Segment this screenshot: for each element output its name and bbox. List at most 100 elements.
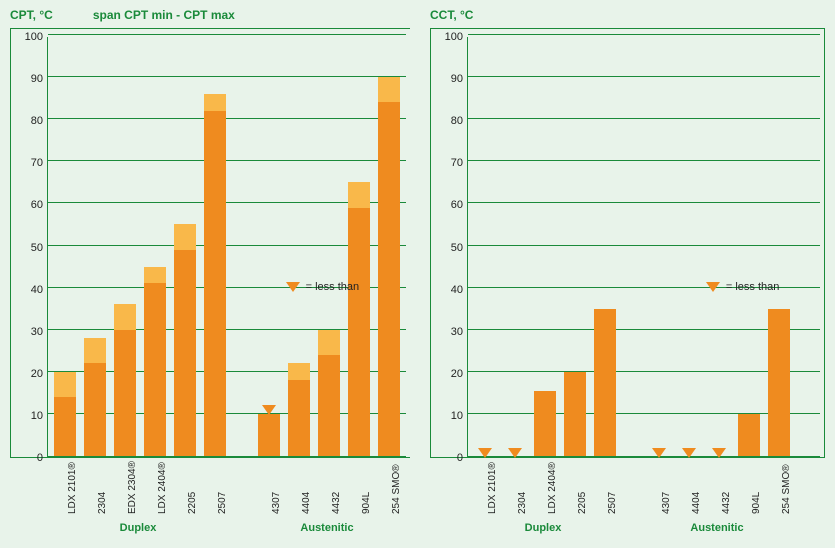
bar-value	[534, 391, 556, 456]
xlabel: 4307	[271, 492, 282, 514]
xlabel: LDX 2101®	[67, 462, 78, 514]
ytick-label: 20	[431, 368, 463, 380]
xlabel: 2507	[217, 492, 228, 514]
chart-wrapper: CPT, °C span CPT min - CPT max = less th…	[0, 0, 835, 546]
gridline	[468, 160, 820, 161]
less-than-icon	[508, 448, 522, 458]
bar	[594, 309, 616, 456]
ytick-label: 30	[431, 326, 463, 338]
ytick-label: 80	[11, 115, 43, 127]
cct-chart-box: = less than 0102030405060708090100	[430, 28, 825, 458]
bar	[204, 94, 226, 456]
ytick-label: 90	[431, 73, 463, 85]
bar-value	[114, 330, 136, 456]
bar-value	[594, 309, 616, 456]
legend-text: = less than	[726, 281, 780, 293]
bar	[768, 309, 790, 456]
bar-value	[54, 397, 76, 456]
xlabel: 904L	[751, 492, 762, 514]
legend-text: = less than	[306, 281, 360, 293]
cct-plot: = less than	[467, 37, 820, 457]
xlabel: 254 SMO®	[391, 464, 402, 514]
cct-xlabels: LDX 2101®2304LDX 2404®220525074307440444…	[430, 458, 825, 518]
bar	[54, 372, 76, 456]
less-than-icon	[712, 448, 726, 458]
cpt-subtitle: span CPT min - CPT max	[93, 8, 235, 26]
cct-title: CCT, °C	[430, 8, 473, 26]
group-label: Duplex	[52, 522, 224, 534]
bar-value	[768, 309, 790, 456]
legend-triangle-icon	[706, 282, 720, 292]
xlabel: 4404	[691, 492, 702, 514]
bar-value	[84, 363, 106, 456]
legend-triangle-icon	[286, 282, 300, 292]
gridline	[468, 202, 820, 203]
group-label: Duplex	[472, 522, 614, 534]
gridline	[468, 76, 820, 77]
ytick-label: 90	[11, 73, 43, 85]
bar	[318, 330, 340, 456]
gridline	[468, 245, 820, 246]
ytick-label: 40	[431, 284, 463, 296]
ytick-label: 60	[11, 199, 43, 211]
xlabel: LDX 2404®	[157, 462, 168, 514]
less-than-icon	[652, 448, 666, 458]
bar	[114, 304, 136, 456]
bar-value	[144, 283, 166, 456]
group-label: Austenitic	[646, 522, 788, 534]
cpt-title: CPT, °C	[10, 8, 53, 26]
bar	[534, 391, 556, 456]
xlabel: LDX 2404®	[547, 462, 558, 514]
bar	[738, 414, 760, 456]
gridline	[48, 160, 406, 161]
ytick-label: 10	[431, 410, 463, 422]
xlabel: 254 SMO®	[781, 464, 792, 514]
xlabel: LDX 2101®	[487, 462, 498, 514]
xlabel: 2205	[187, 492, 198, 514]
xlabel: 4307	[661, 492, 672, 514]
xlabel: 4432	[721, 492, 732, 514]
bar-value	[348, 208, 370, 456]
less-than-icon	[682, 448, 696, 458]
ytick-label: 40	[11, 284, 43, 296]
ytick-label: 80	[431, 115, 463, 127]
gridline	[468, 34, 820, 35]
ytick-label: 50	[11, 242, 43, 254]
group-label: Austenitic	[256, 522, 398, 534]
bar-value	[288, 380, 310, 456]
bar	[84, 338, 106, 456]
ytick-label: 100	[431, 31, 463, 43]
xlabel: 4432	[331, 492, 342, 514]
xlabel: 904L	[361, 492, 372, 514]
xlabel: 2205	[577, 492, 588, 514]
ytick-label: 70	[431, 157, 463, 169]
bar-value	[174, 250, 196, 456]
ytick-label: 70	[11, 157, 43, 169]
bar-value	[318, 355, 340, 456]
less-than-icon	[262, 405, 276, 415]
bar-value	[378, 102, 400, 456]
bar-value	[258, 414, 280, 456]
ytick-label: 60	[431, 199, 463, 211]
legend: = less than	[706, 281, 780, 293]
bar	[288, 363, 310, 456]
bar	[378, 77, 400, 456]
bar	[144, 267, 166, 456]
bar	[258, 414, 280, 456]
cpt-chart-box: = less than 0102030405060708090100	[10, 28, 410, 458]
ytick-label: 10	[11, 410, 43, 422]
bar	[564, 372, 586, 456]
cpt-panel: CPT, °C span CPT min - CPT max = less th…	[10, 8, 410, 536]
xlabel: 2507	[607, 492, 618, 514]
less-than-icon	[478, 448, 492, 458]
cpt-plot: = less than	[47, 37, 406, 457]
ytick-label: 100	[11, 31, 43, 43]
ytick-label: 20	[11, 368, 43, 380]
bar-value	[738, 414, 760, 456]
gridline	[48, 34, 406, 35]
bar	[348, 182, 370, 456]
cct-group-labels: Duplex Austenitic	[430, 518, 825, 536]
cpt-titles: CPT, °C span CPT min - CPT max	[10, 8, 410, 26]
cct-titles: CCT, °C	[430, 8, 825, 26]
cpt-xlabels: LDX 2101®2304EDX 2304®LDX 2404®220525074…	[10, 458, 410, 518]
